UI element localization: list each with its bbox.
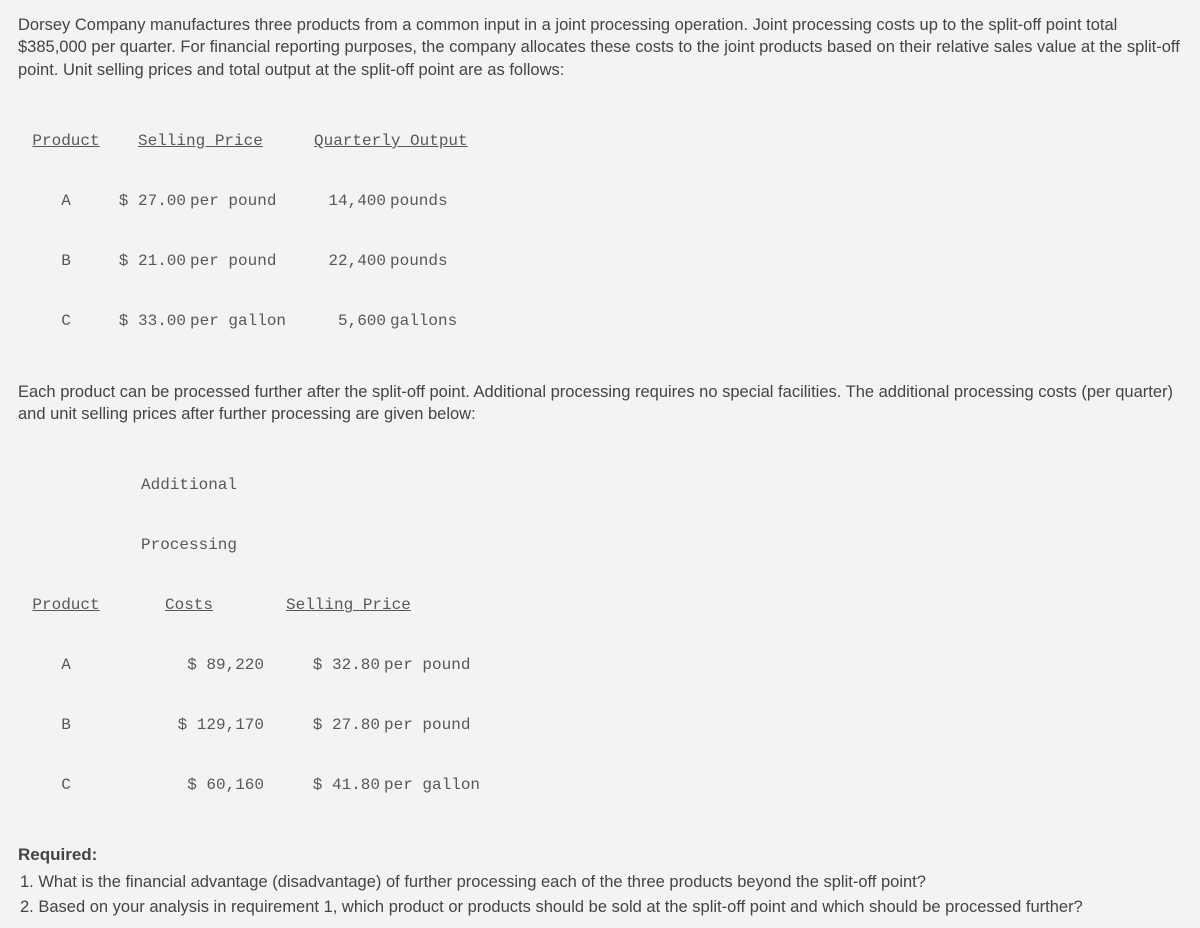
t1-r2-price: $ 33.00 bbox=[114, 311, 190, 331]
t1-hdr-price: Selling Price bbox=[114, 132, 263, 150]
t1-r2-product: C bbox=[18, 311, 114, 331]
t2-hdr-costs-l1: Additional bbox=[114, 475, 264, 495]
t1-r1-qty: 22,400 bbox=[314, 251, 390, 271]
t1-r2-qty-unit: gallons bbox=[390, 311, 457, 331]
t2-r1-cost: $ 129,170 bbox=[114, 715, 302, 735]
t2-hdr-costs-l2: Processing bbox=[114, 535, 264, 555]
t1-hdr-output: Quarterly Output bbox=[314, 132, 468, 150]
t2-r0-price: $ 32.80 bbox=[302, 655, 384, 675]
table-row: A $ 89,220 $ 32.80per pound bbox=[18, 655, 1182, 675]
mid-paragraph: Each product can be processed further af… bbox=[18, 381, 1182, 426]
table-row: A $ 27.00per pound 14,400pounds bbox=[18, 191, 1182, 211]
t2-r2-price: $ 41.80 bbox=[302, 775, 384, 795]
t1-r0-qty-unit: pounds bbox=[390, 191, 448, 211]
t1-r0-qty: 14,400 bbox=[314, 191, 390, 211]
t1-r0-price-unit: per pound bbox=[190, 191, 276, 211]
t2-r2-product: C bbox=[18, 775, 114, 795]
question-2: 2. Based on your analysis in requirement… bbox=[20, 898, 1083, 916]
t1-r0-price: $ 27.00 bbox=[114, 191, 190, 211]
t2-r0-product: A bbox=[18, 655, 114, 675]
table-row: B $ 21.00per pound 22,400pounds bbox=[18, 251, 1182, 271]
table-row: C $ 33.00per gallon 5,600gallons bbox=[18, 311, 1182, 331]
t2-r1-product: B bbox=[18, 715, 114, 735]
t2-r2-cost: $ 60,160 bbox=[114, 775, 302, 795]
splitoff-table: Product Selling Price Quarterly Output A… bbox=[18, 91, 1182, 371]
t1-r1-qty-unit: pounds bbox=[390, 251, 448, 271]
further-processing-table: Additional Processing Product Costs Sell… bbox=[18, 435, 1182, 835]
t2-r0-cost: $ 89,220 bbox=[114, 655, 302, 675]
t1-r2-price-unit: per gallon bbox=[190, 311, 286, 331]
t2-r1-price: $ 27.80 bbox=[302, 715, 384, 735]
table-row: C $ 60,160 $ 41.80per gallon bbox=[18, 775, 1182, 795]
t1-r2-qty: 5,600 bbox=[314, 311, 390, 331]
t2-r0-price-unit: per pound bbox=[384, 655, 470, 675]
question-1: 1. What is the financial advantage (disa… bbox=[20, 871, 1182, 893]
questions-block: 1. What is the financial advantage (disa… bbox=[18, 871, 1182, 918]
t1-r1-price: $ 21.00 bbox=[114, 251, 190, 271]
t2-hdr-product: Product bbox=[18, 595, 114, 615]
t2-r2-price-unit: per gallon bbox=[384, 775, 480, 795]
t2-hdr-costs-l3: Costs bbox=[165, 596, 213, 614]
t1-r0-product: A bbox=[18, 191, 114, 211]
t1-r1-product: B bbox=[18, 251, 114, 271]
required-heading: Required: bbox=[18, 845, 1182, 865]
t1-hdr-product: Product bbox=[18, 131, 114, 151]
t1-r1-price-unit: per pound bbox=[190, 251, 276, 271]
intro-paragraph: Dorsey Company manufactures three produc… bbox=[18, 14, 1182, 81]
table-row: B $ 129,170 $ 27.80per pound bbox=[18, 715, 1182, 735]
t2-hdr-price: Selling Price bbox=[264, 596, 411, 614]
t2-r1-price-unit: per pound bbox=[384, 715, 470, 735]
page: Dorsey Company manufactures three produc… bbox=[0, 0, 1200, 928]
